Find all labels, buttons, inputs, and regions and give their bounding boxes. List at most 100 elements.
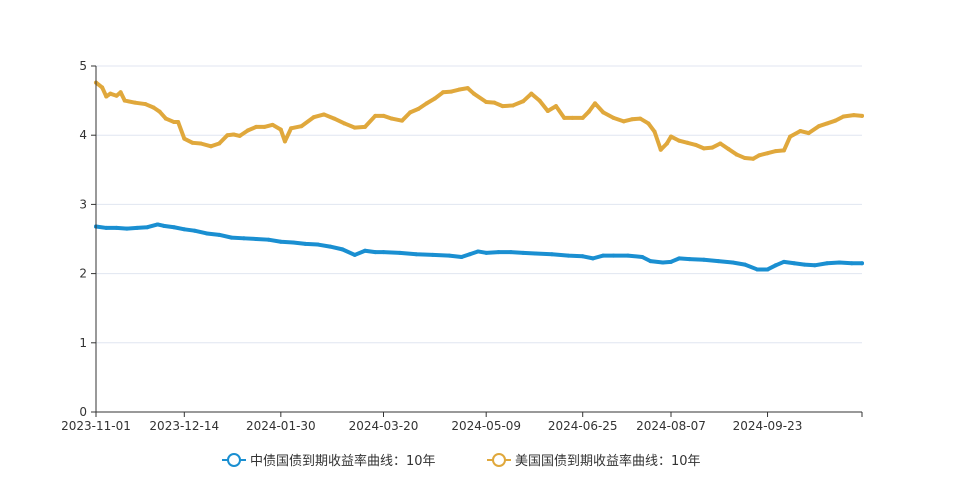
- data-point: [278, 239, 283, 244]
- data-point: [798, 129, 803, 134]
- data-point: [611, 115, 616, 120]
- data-point: [143, 102, 148, 107]
- data-point: [459, 254, 464, 259]
- data-point: [554, 104, 559, 109]
- data-point: [424, 101, 429, 106]
- data-point: [291, 240, 296, 245]
- data-point: [510, 103, 515, 108]
- data-point: [590, 256, 595, 261]
- data-point: [303, 241, 308, 246]
- data-point: [245, 128, 250, 133]
- data-point: [278, 127, 283, 132]
- data-point: [646, 121, 651, 126]
- grid-lines: [96, 65, 862, 344]
- data-point: [593, 101, 598, 106]
- data-point: [414, 252, 419, 257]
- data-point: [625, 253, 630, 258]
- data-point: [529, 91, 534, 96]
- data-point: [586, 109, 591, 114]
- data-point: [332, 116, 337, 121]
- x-tick-label: 2023-12-14: [149, 419, 219, 433]
- data-point: [416, 106, 421, 111]
- data-point: [108, 91, 113, 96]
- data-point: [781, 148, 786, 153]
- data-point: [788, 134, 793, 139]
- data-point: [860, 113, 864, 118]
- data-point: [837, 260, 842, 265]
- data-point: [266, 237, 271, 242]
- data-point: [825, 121, 830, 126]
- data-point: [389, 116, 394, 121]
- data-point: [104, 225, 109, 230]
- data-point: [163, 116, 168, 121]
- data-point: [841, 114, 846, 119]
- data-point: [457, 87, 462, 92]
- data-point: [381, 250, 386, 255]
- data-point: [545, 108, 550, 113]
- data-point: [765, 151, 770, 156]
- data-point: [231, 132, 236, 137]
- legend[interactable]: 中债国债到期收益率曲线：10年 美国国债到期收益率曲线：10年: [222, 453, 701, 469]
- data-point: [471, 91, 476, 96]
- data-point: [342, 121, 347, 126]
- data-point: [441, 90, 446, 95]
- data-point: [190, 140, 195, 145]
- data-point: [860, 261, 864, 266]
- data-point: [716, 259, 721, 264]
- data-point: [710, 145, 715, 150]
- data-point: [198, 141, 203, 146]
- data-point: [580, 115, 585, 120]
- data-point: [833, 118, 838, 123]
- data-point: [677, 256, 682, 261]
- data-point: [638, 116, 643, 121]
- data-point: [496, 250, 501, 255]
- data-point: [321, 112, 326, 117]
- legend-item-1[interactable]: 美国国债到期收益率曲线：10年: [487, 453, 701, 469]
- x-tick-label: 2024-05-09: [451, 419, 521, 433]
- legend-item-0[interactable]: 中债国债到期收益率曲线：10年: [222, 453, 436, 469]
- data-point: [399, 118, 404, 123]
- data-point: [669, 259, 674, 264]
- y-axis-ticks: 0 1 2 3 4 5: [79, 59, 96, 419]
- data-point: [658, 147, 663, 152]
- data-point: [508, 250, 513, 255]
- data-point: [373, 113, 378, 118]
- legend-label: 中债国债到期收益率曲线：10年: [250, 453, 436, 469]
- data-point: [755, 267, 760, 272]
- data-point: [192, 228, 197, 233]
- data-point: [701, 257, 706, 262]
- data-point: [726, 147, 731, 152]
- data-point: [315, 242, 320, 247]
- data-point: [172, 225, 177, 230]
- data-point: [229, 235, 234, 240]
- data-point: [570, 115, 575, 120]
- data-point: [757, 153, 762, 158]
- legend-marker-icon: [227, 453, 241, 467]
- x-tick-label: 2024-03-20: [349, 419, 419, 433]
- data-point: [660, 260, 665, 265]
- data-point: [687, 257, 692, 262]
- legend-marker-icon: [492, 453, 506, 467]
- data-point: [773, 149, 778, 154]
- data-point: [812, 263, 817, 268]
- data-point: [765, 267, 770, 272]
- data-point: [467, 252, 472, 257]
- data-point: [549, 252, 554, 257]
- x-tick-label: 2024-01-30: [246, 419, 316, 433]
- data-point: [217, 232, 222, 237]
- data-point: [254, 124, 259, 129]
- data-point: [669, 134, 674, 139]
- data-point: [217, 141, 222, 146]
- data-point: [122, 98, 127, 103]
- x-tick-label: 2024-06-25: [548, 419, 618, 433]
- data-point: [270, 122, 275, 127]
- data-point: [664, 141, 669, 146]
- y-tick-label: 3: [79, 197, 87, 211]
- data-point: [851, 113, 856, 118]
- data-point: [225, 133, 230, 138]
- data-point: [734, 152, 739, 157]
- data-point: [521, 250, 526, 255]
- x-axis-ticks: 2023-11-01 2023-12-14 2024-01-30 2024-03-20…: [61, 412, 863, 433]
- data-point: [802, 262, 807, 267]
